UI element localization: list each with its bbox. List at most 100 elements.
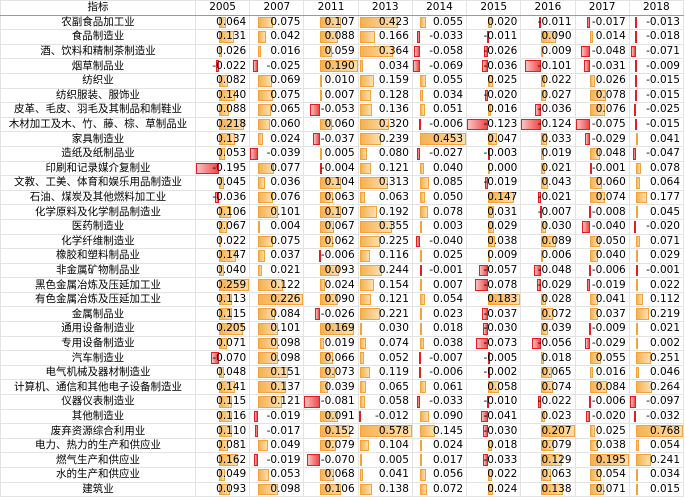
value-text: -0.015 bbox=[646, 74, 680, 87]
value-cell: 0.005 bbox=[303, 145, 359, 162]
data-bar bbox=[541, 454, 562, 466]
data-bar bbox=[218, 133, 235, 145]
value-text: 0.045 bbox=[649, 205, 680, 218]
data-bar bbox=[258, 279, 283, 291]
row-label: 医药制造业 bbox=[0, 218, 196, 235]
value-text: 0.066 bbox=[324, 351, 355, 364]
value-text: 0.074 bbox=[541, 380, 572, 393]
value-cell: 0.101 bbox=[249, 204, 305, 220]
value-cell: 0.003 bbox=[411, 218, 468, 235]
data-bar bbox=[359, 381, 366, 394]
value-cell: 0.080 bbox=[357, 145, 413, 162]
data-bar bbox=[541, 439, 554, 452]
data-bar bbox=[541, 74, 545, 87]
data-bar bbox=[488, 366, 491, 379]
data-bar bbox=[258, 323, 279, 335]
label-text: 通用设备制造业 bbox=[61, 322, 135, 335]
value-cell: 0.136 bbox=[357, 102, 413, 118]
value-cell: 0.221 bbox=[357, 306, 413, 323]
label-text: 电气机械及器材制造业 bbox=[45, 366, 151, 379]
label-text: 建筑业 bbox=[82, 482, 114, 495]
data-bar bbox=[590, 89, 606, 102]
data-bar bbox=[635, 337, 638, 350]
value-text: 0.047 bbox=[487, 132, 518, 145]
value-cell: -0.070 bbox=[194, 350, 251, 366]
value-text: -0.006 bbox=[429, 118, 464, 131]
header-cell: 2017 bbox=[574, 0, 630, 16]
data-bar bbox=[533, 264, 542, 277]
data-bar bbox=[218, 250, 237, 262]
table-row: 燃气生产和供应业 0.162 -0.019 -0.070 0.005 0.017 -0.03… bbox=[0, 452, 685, 468]
value-text: 0.355 bbox=[378, 220, 409, 233]
value-cell: -0.030 bbox=[466, 321, 522, 337]
data-bar bbox=[218, 381, 236, 394]
data-bar bbox=[541, 133, 547, 145]
value-cell: 0.084 bbox=[249, 306, 305, 323]
value-cell: 0.090 bbox=[411, 408, 468, 425]
data-bar bbox=[488, 483, 493, 496]
value-text: 0.078 bbox=[433, 205, 464, 218]
value-text: -0.019 bbox=[266, 409, 301, 422]
row-label: 燃气生产和供应业 bbox=[0, 452, 196, 468]
value-text: 0.098 bbox=[270, 351, 301, 364]
data-bar bbox=[541, 220, 547, 233]
value-text: -0.081 bbox=[320, 395, 355, 408]
value-text: 0.107 bbox=[324, 205, 355, 218]
label-text: 印刷和记录媒介复制业 bbox=[45, 161, 151, 174]
label-text: 其他制造业 bbox=[71, 409, 125, 422]
value-text: -0.019 bbox=[266, 453, 301, 466]
value-cell: 0.030 bbox=[357, 321, 413, 337]
value-text: 0.027 bbox=[541, 88, 572, 101]
data-bar bbox=[359, 425, 412, 437]
data-bar bbox=[413, 60, 420, 72]
value-text: 0.104 bbox=[378, 439, 409, 452]
label-text: 水的生产和供应业 bbox=[56, 468, 140, 481]
value-text: 0.221 bbox=[378, 307, 409, 320]
value-text: 0.147 bbox=[487, 191, 518, 204]
data-bar bbox=[590, 483, 605, 496]
value-text: 0.026 bbox=[595, 74, 626, 87]
table-row: 有色金属冶炼及压延加工业 0.113 0.226 0.090 0.121 0.054 0.1… bbox=[0, 291, 685, 308]
value-cell: 0.169 bbox=[303, 321, 359, 337]
value-text: 0.071 bbox=[649, 234, 680, 247]
value-cell: 0.313 bbox=[357, 175, 413, 191]
value-text: 0.036 bbox=[270, 176, 301, 189]
value-cell: 0.019 bbox=[520, 145, 576, 162]
data-bar bbox=[634, 89, 637, 102]
data-bar bbox=[590, 454, 629, 466]
data-bar bbox=[419, 89, 424, 102]
value-text: 0.169 bbox=[324, 322, 355, 335]
value-cell: 0.107 bbox=[303, 204, 359, 220]
value-cell: 0.063 bbox=[520, 467, 576, 483]
value-cell: 0.049 bbox=[249, 437, 305, 454]
value-cell: 0.065 bbox=[520, 364, 576, 381]
data-bar bbox=[419, 483, 428, 496]
data-bar bbox=[258, 308, 275, 321]
label-text: 专用设备制造业 bbox=[61, 336, 135, 349]
data-bar bbox=[419, 293, 426, 306]
value-cell: -0.001 bbox=[628, 262, 685, 279]
data-bar bbox=[359, 89, 372, 102]
value-cell: 0.033 bbox=[520, 131, 576, 147]
value-text: 0.037 bbox=[270, 249, 301, 262]
row-label: 其他制造业 bbox=[0, 408, 196, 425]
label-text: 食品制造业 bbox=[71, 30, 125, 43]
row-label: 通用设备制造业 bbox=[0, 321, 196, 337]
value-cell: -0.006 bbox=[574, 394, 630, 410]
value-text: 0.024 bbox=[433, 439, 464, 452]
data-bar bbox=[258, 293, 303, 306]
data-bar bbox=[419, 74, 426, 87]
data-bar bbox=[258, 45, 262, 58]
data-bar bbox=[635, 279, 638, 291]
label-text: 化学纤维制造业 bbox=[61, 234, 135, 247]
row-label: 建筑业 bbox=[0, 481, 196, 497]
value-text: -0.195 bbox=[212, 161, 247, 174]
data-bar bbox=[320, 235, 333, 248]
value-text: -0.032 bbox=[646, 409, 680, 422]
value-text: 0.075 bbox=[270, 15, 301, 28]
row-label: 废弃资源综合利用业 bbox=[0, 423, 196, 439]
value-cell: 0.024 bbox=[466, 481, 522, 497]
value-cell: 0.050 bbox=[574, 233, 630, 250]
data-bar bbox=[635, 264, 638, 277]
